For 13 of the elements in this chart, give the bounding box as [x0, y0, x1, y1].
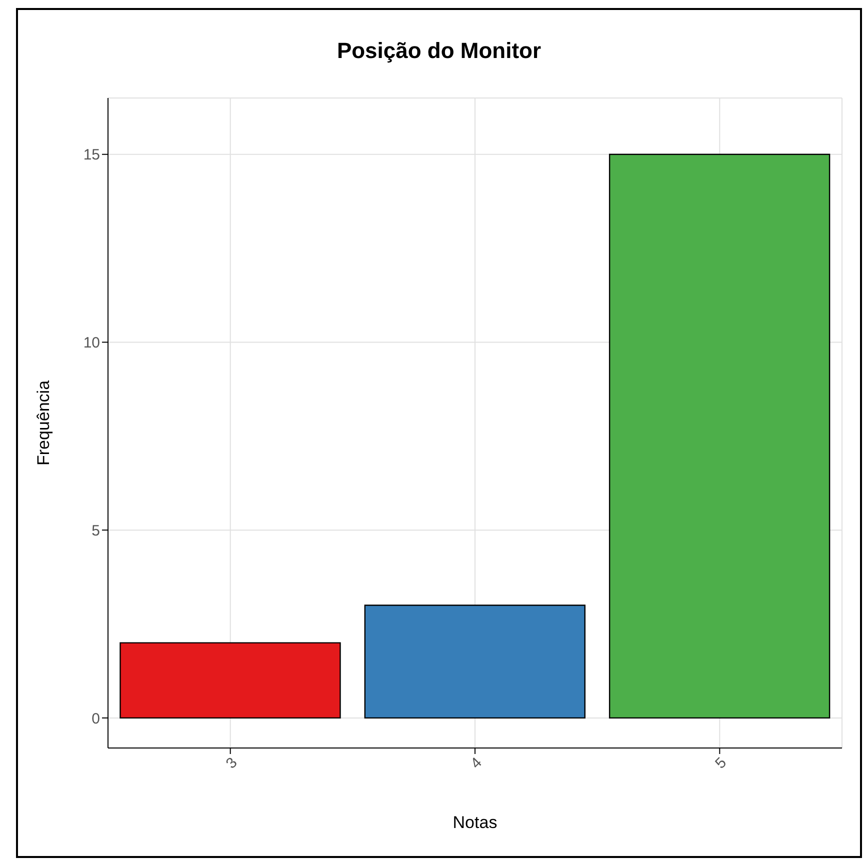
bar — [608, 154, 830, 719]
x-axis-title: Notas — [452, 813, 498, 832]
y-tick-label: 15 — [83, 146, 100, 164]
x-tick-label: 3 — [222, 754, 241, 772]
x-tick-label: 5 — [712, 754, 730, 772]
bar — [364, 604, 586, 719]
x-tick-label: 4 — [467, 754, 486, 772]
y-tick-label: 5 — [92, 522, 100, 540]
y-tick-label: 0 — [92, 710, 100, 728]
y-tick-label: 10 — [83, 334, 100, 352]
y-axis-title: Frequência — [34, 380, 54, 466]
chart-title: Posição do Monitor — [336, 38, 542, 65]
bar — [120, 642, 341, 719]
